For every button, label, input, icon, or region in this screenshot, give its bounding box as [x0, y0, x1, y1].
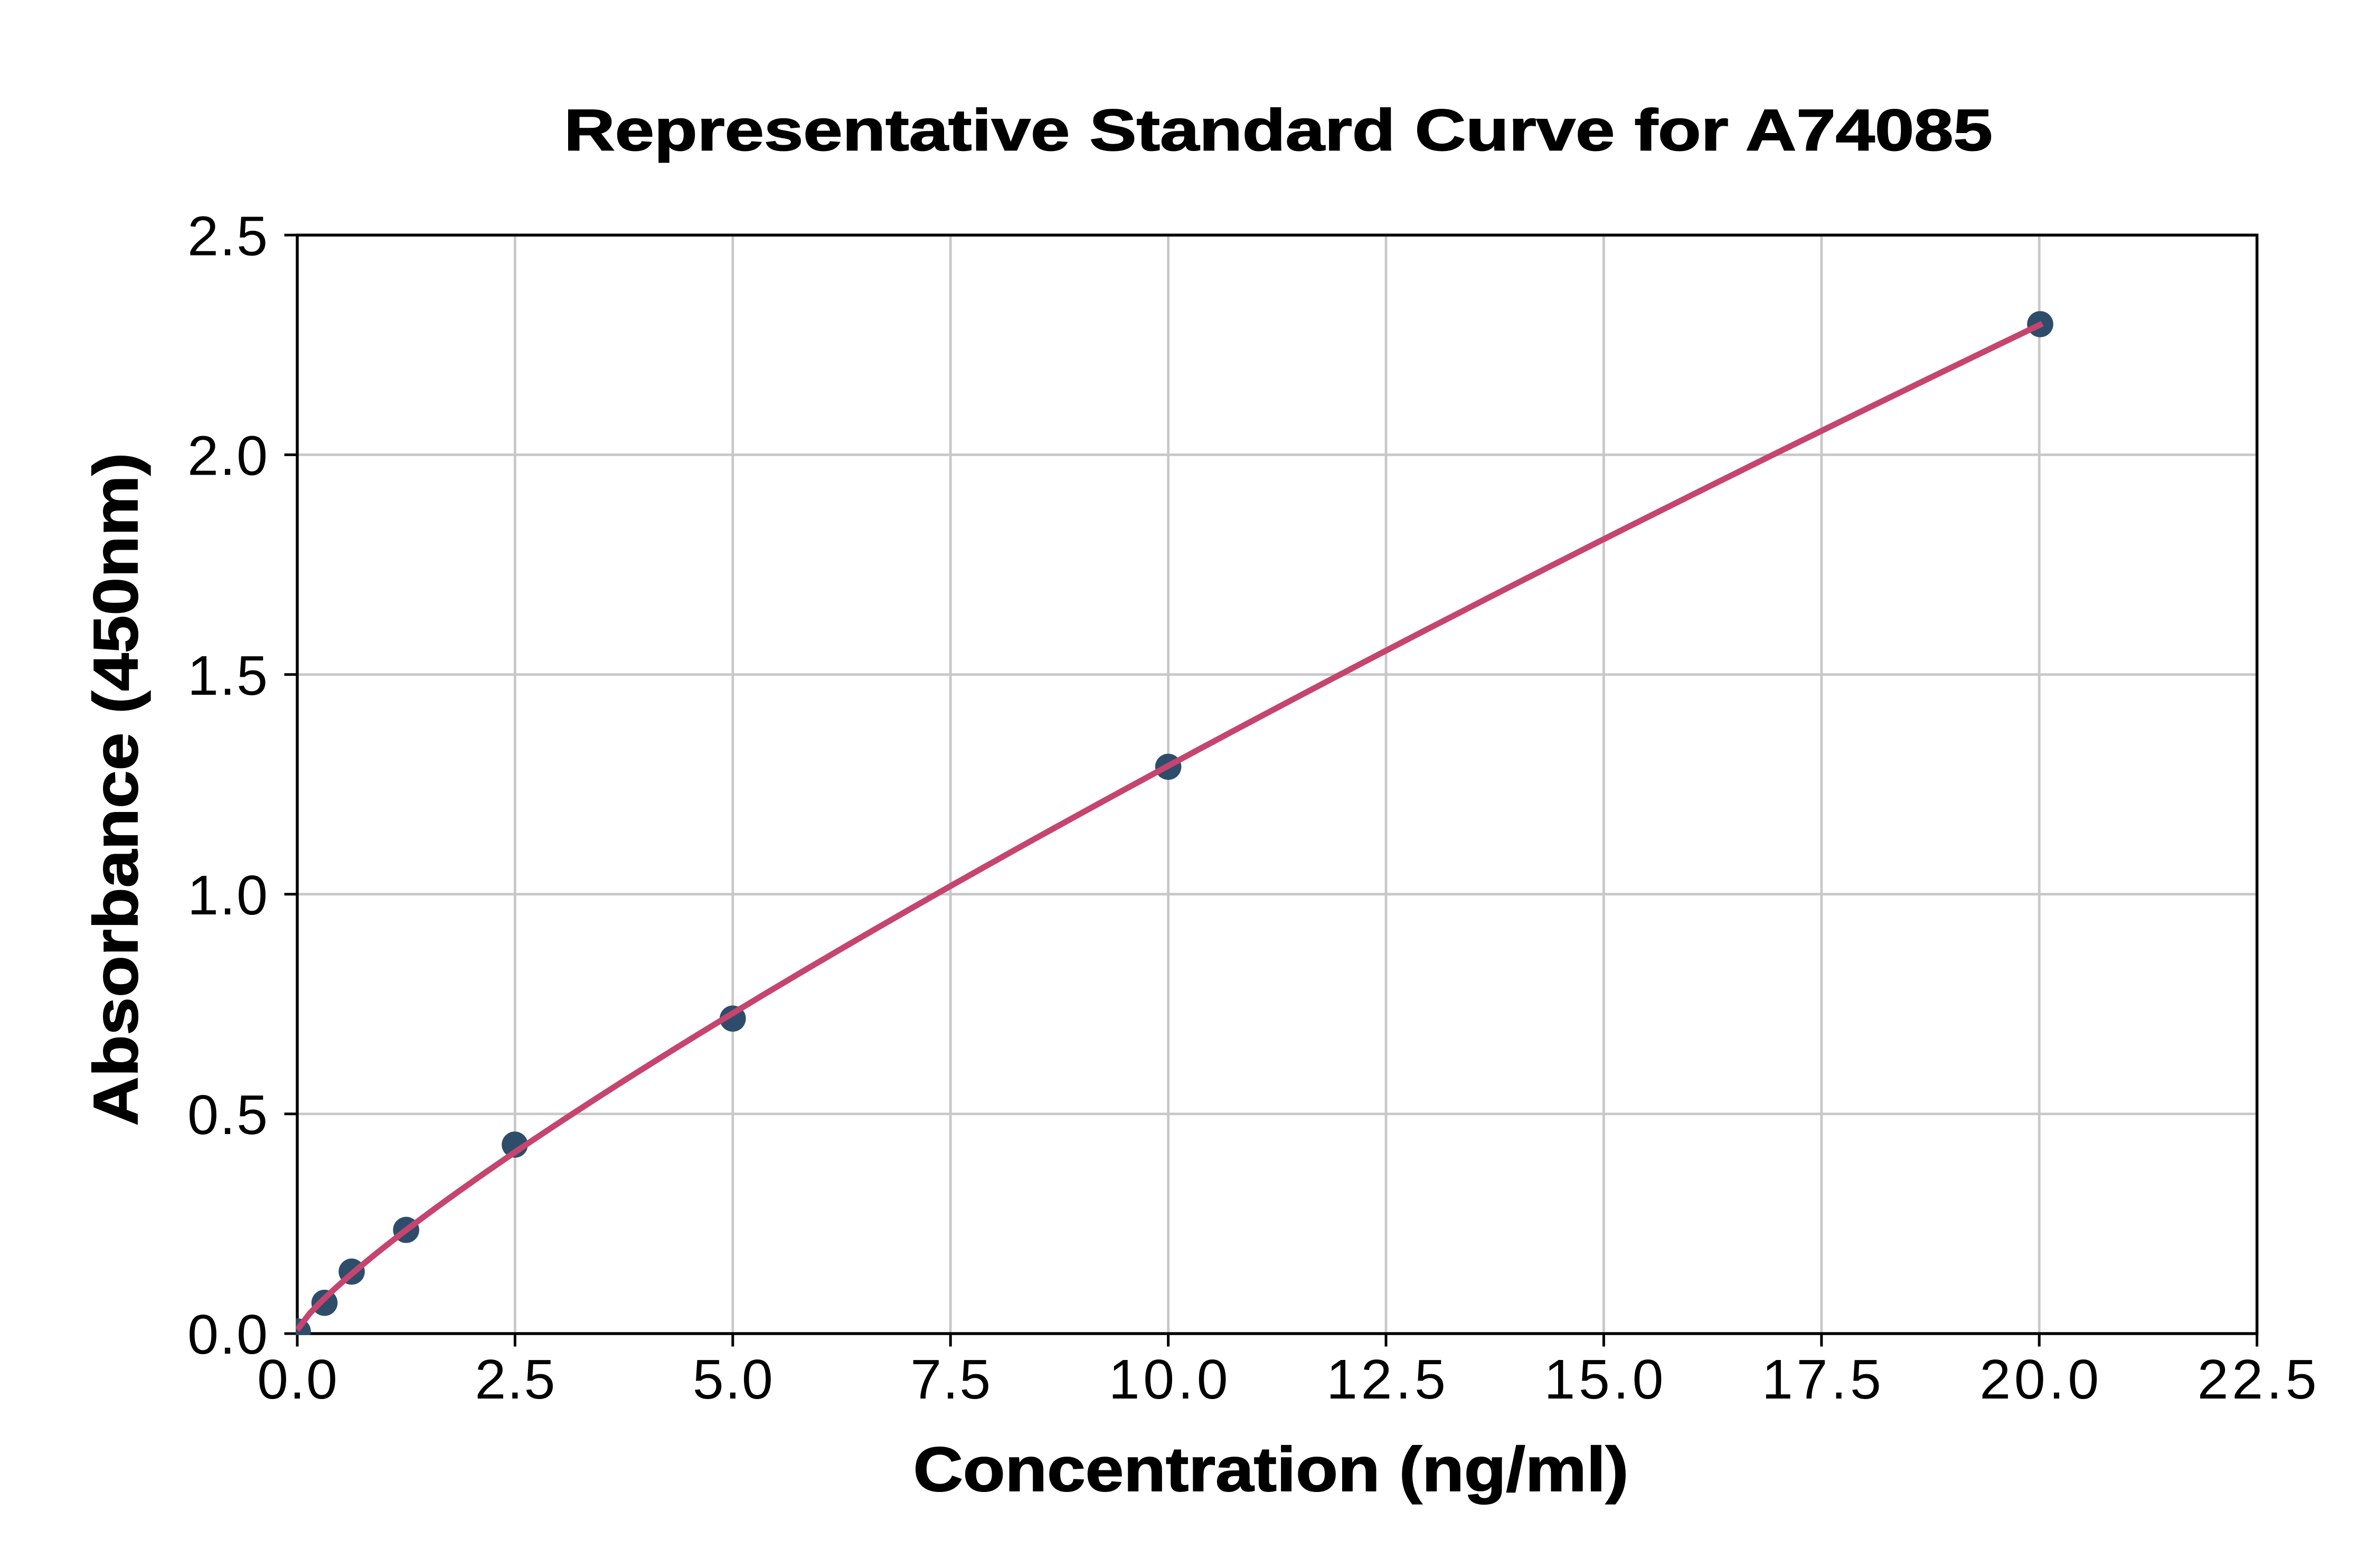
svg-text:Representative Standard Curve: Representative Standard Curve for A74085 — [564, 98, 1993, 163]
svg-text:7.5: 7.5 — [910, 1348, 991, 1411]
svg-text:1.5: 1.5 — [187, 645, 268, 707]
svg-text:0.5: 0.5 — [187, 1084, 268, 1146]
svg-text:2.0: 2.0 — [187, 425, 268, 487]
svg-text:Concentration (ng/ml): Concentration (ng/ml) — [913, 1434, 1629, 1504]
svg-text:2.5: 2.5 — [187, 205, 268, 268]
svg-text:12.5: 12.5 — [1326, 1348, 1446, 1411]
svg-text:10.0: 10.0 — [1109, 1348, 1228, 1411]
svg-text:Absorbance (450nm): Absorbance (450nm) — [81, 453, 151, 1126]
svg-text:20.0: 20.0 — [1979, 1348, 2099, 1411]
svg-text:5.0: 5.0 — [693, 1348, 773, 1411]
svg-text:17.5: 17.5 — [1762, 1348, 1881, 1411]
svg-text:2.5: 2.5 — [475, 1348, 555, 1411]
svg-text:22.5: 22.5 — [2198, 1348, 2317, 1411]
svg-text:0.0: 0.0 — [257, 1348, 337, 1411]
svg-text:1.0: 1.0 — [187, 864, 268, 927]
svg-text:0.0: 0.0 — [187, 1303, 268, 1366]
svg-text:15.0: 15.0 — [1544, 1348, 1663, 1411]
